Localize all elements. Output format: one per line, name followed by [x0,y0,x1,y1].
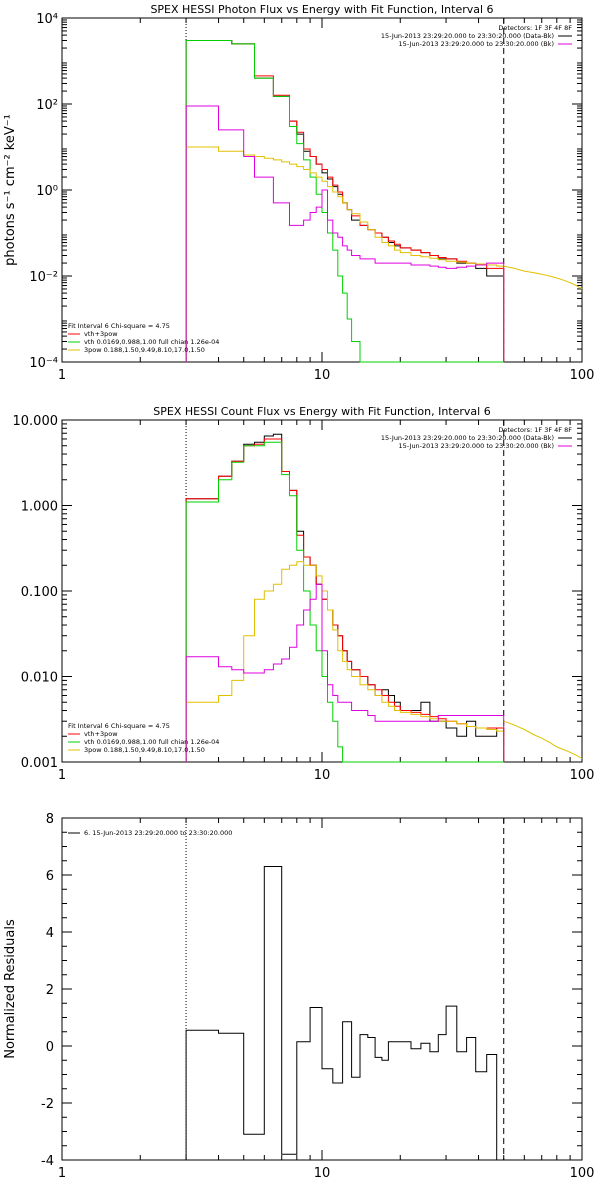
legend-entry-text: vth+3pow [84,330,118,338]
series-vth [185,40,504,363]
y-tick-label: -2 [41,1097,54,1112]
x-tick-label: 10 [314,1166,331,1181]
series-3pow [185,561,505,762]
series-vth-3pow [185,40,505,362]
y-tick-label: -4 [41,1154,54,1169]
series-bk [185,583,505,762]
y-tick-label: 10.000 [13,414,59,429]
y-tick-label: 10⁰ [36,184,58,199]
series-bk [185,105,505,362]
series-data-bk [185,40,505,362]
y-tick-label: 0.100 [21,585,58,600]
legend-entry-text: vth 0.0169,0.988,1.00 full chian 1.26e-0… [84,738,219,746]
y-axis-label: Normalized Residuals [3,919,18,1059]
legend-detectors-header: Detectors: 1F 3F 4F 8F [498,426,572,434]
series-data-bk [185,433,505,762]
series-vth [185,441,504,763]
legend-entry-text: 15-Jun-2013 23:29:20.000 to 23:30:20.000… [381,434,554,442]
y-axis-label: photons s⁻¹ cm⁻² keV⁻¹ [3,114,18,266]
legend-detectors-header: Detectors: 1F 3F 4F 8F [498,24,572,32]
y-tick-label: 2 [46,983,54,998]
x-tick-label: 100 [570,1166,595,1181]
legend-entry-text: 15-Jun-2013 23:29:20.000 to 23:30:20.000… [399,40,554,48]
series-vth-3pow [185,438,505,762]
legend-entry-text: 3pow 0.188,1.50,9.49,8.10,17.0,1.50 [84,746,205,754]
y-tick-label: 10⁴ [36,12,58,27]
legend-entry-text: vth 0.0169,0.988,1.00 full chian 1.26e-0… [84,338,219,346]
fit-tail-line [503,265,583,290]
legend-entry-text: 3pow 0.188,1.50,9.49,8.10,17.0,1.50 [84,346,205,354]
y-tick-label: 10⁻⁴ [29,356,58,371]
fit-tail-line [503,720,583,759]
series-6 [185,866,504,1161]
y-tick-label: 0.001 [21,756,58,771]
x-tick-label: 1 [58,368,66,383]
legend-fit-header: Fit Interval 6 Chi-square = 4.75 [68,322,170,330]
legend-entry-text: 15-Jun-2013 23:29:20.000 to 23:30:20.000… [399,442,554,450]
y-tick-label: 4 [46,926,54,941]
x-tick-label: 10 [314,768,331,783]
legend-entry-text: 6. 15-Jun-2013 23:29:20.000 to 23:30:20.… [84,829,232,837]
x-tick-label: 10 [314,368,331,383]
legend-entry-text: vth+3pow [84,730,118,738]
x-tick-label: 100 [570,368,595,383]
y-tick-label: 6 [46,869,54,884]
y-tick-label: 10⁻² [29,270,58,285]
chart-title: SPEX HESSI Count Flux vs Energy with Fit… [153,405,490,418]
legend-entry-text: 15-Jun-2013 23:29:20.000 to 23:30:20.000… [381,32,554,40]
chart-title: SPEX HESSI Photon Flux vs Energy with Fi… [150,3,493,16]
y-tick-label: 1.000 [21,500,58,515]
x-tick-label: 1 [58,1166,66,1181]
x-tick-label: 1 [58,768,66,783]
x-tick-label: 100 [570,768,595,783]
series-3pow [185,146,505,362]
legend-fit-header: Fit Interval 6 Chi-square = 4.75 [68,722,170,730]
y-tick-label: 10² [36,98,58,113]
y-tick-label: 0 [46,1040,54,1055]
y-tick-label: 8 [46,812,54,827]
y-tick-label: 0.010 [21,671,58,686]
